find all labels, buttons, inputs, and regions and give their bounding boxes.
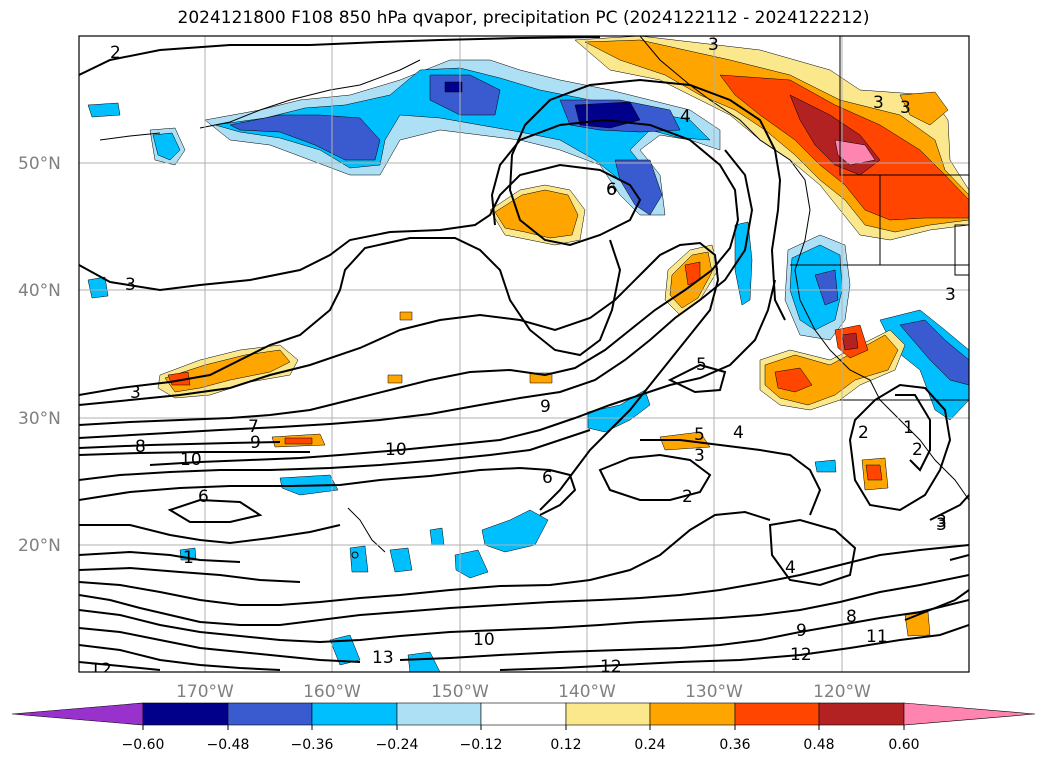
contour-label: 13 — [372, 648, 394, 668]
contour-labels: 2 3 3 3 3 3 3 4 6 9 5 5 4 3 2 7 8 9 10 1… — [90, 35, 956, 695]
colorbar-segment — [649, 702, 736, 726]
colorbar-extend-low — [11, 702, 144, 726]
colorbar-tick-label: 0.12 — [550, 737, 581, 753]
lat-label: 20°N — [18, 536, 61, 556]
contour-label: 10 — [180, 450, 202, 470]
contour-label: 10 — [385, 440, 407, 460]
lat-label: 50°N — [18, 154, 61, 174]
colorbar-tick-label: 0.24 — [634, 737, 665, 753]
contour-label: 9 — [540, 397, 551, 417]
colorbar-segment — [311, 702, 398, 726]
coastlines — [99, 36, 969, 559]
colorbar-segment — [734, 702, 820, 726]
precip-shading — [87, 36, 969, 672]
contour-label: 3 — [945, 285, 956, 305]
colorbar-extend-high — [903, 702, 1036, 726]
contour-label: 10 — [473, 630, 495, 650]
contour-label: 6 — [606, 180, 617, 200]
contour-label: 5 — [694, 425, 705, 445]
contour-label: 3 — [936, 512, 947, 532]
contour-label: 12 — [90, 660, 112, 680]
colorbar-tick-label: −0.36 — [291, 737, 334, 753]
contour-label: 2 — [110, 43, 121, 63]
colorbar-labels: −0.60 −0.48 −0.36 −0.24 −0.12 0.12 0.24 … — [122, 737, 920, 753]
colorbar-segment — [227, 702, 313, 726]
lon-label: 150°W — [431, 682, 489, 702]
contour-label: 2 — [858, 423, 869, 443]
longitude-labels: 170°W 160°W 150°W 140°W 130°W 120°W — [176, 682, 871, 702]
contour-label: 3 — [125, 275, 136, 295]
gridlines — [79, 36, 969, 672]
contour-label: 4 — [680, 107, 691, 127]
colorbar-segment — [396, 702, 482, 726]
colorbar-tick-label: 0.48 — [803, 737, 834, 753]
latitude-labels: 50°N 40°N 30°N 20°N — [18, 154, 61, 556]
lon-label: 160°W — [303, 682, 361, 702]
map-title: 2024121800 F108 850 hPa qvapor, precipit… — [177, 8, 870, 28]
lat-label: 40°N — [18, 281, 61, 301]
contour-label: 3 — [694, 446, 705, 466]
colorbar-tick-label: −0.24 — [376, 737, 419, 753]
contour-label: 11 — [866, 627, 888, 647]
contour-label: 1 — [183, 548, 194, 568]
lon-label: 130°W — [685, 682, 743, 702]
contour-label: 12 — [790, 645, 812, 665]
contour-label: 3 — [708, 35, 719, 55]
contour-label: 7 — [248, 417, 259, 437]
plot-frame — [78, 35, 970, 673]
qvapor-contours — [79, 36, 969, 671]
contour-label: 3 — [936, 515, 947, 535]
colorbar-segment — [142, 702, 229, 726]
colorbar-tick-label: 0.60 — [888, 737, 919, 753]
contour-label: 3 — [130, 383, 141, 403]
colorbar-segment — [818, 702, 905, 726]
contour-label: 6 — [542, 468, 553, 488]
contour-label: 3 — [900, 98, 911, 118]
lon-label: 140°W — [558, 682, 616, 702]
colorbar-tick-label: −0.48 — [207, 737, 250, 753]
contour-label: 9 — [250, 433, 261, 453]
contour-label: 1 — [903, 418, 914, 438]
contour-label: 8 — [135, 437, 146, 457]
contour-label: 2 — [912, 440, 923, 460]
contour-label: 4 — [733, 423, 744, 443]
colorbar-segment — [480, 702, 567, 726]
lon-label: 170°W — [176, 682, 234, 702]
contour-label: 2 — [682, 487, 693, 507]
colorbar-tick-label: 0.36 — [719, 737, 750, 753]
contour-label: 4 — [785, 558, 796, 578]
contour-label: 6 — [198, 487, 209, 507]
contour-label: 12 — [640, 675, 662, 695]
contour-label: 12 — [600, 657, 622, 677]
colorbar-tick-label: −0.12 — [460, 737, 503, 753]
lon-label: 120°W — [813, 682, 871, 702]
colorbar — [11, 702, 1036, 726]
colorbar-segment — [565, 702, 651, 726]
contour-label: 5 — [696, 355, 707, 375]
colorbar-tick-label: −0.60 — [122, 737, 165, 753]
contour-label: 9 — [796, 621, 807, 641]
contour-label: 3 — [873, 93, 884, 113]
contour-label: 8 — [846, 607, 857, 627]
colorbar-ticks — [142, 725, 905, 730]
lat-label: 30°N — [18, 409, 61, 429]
